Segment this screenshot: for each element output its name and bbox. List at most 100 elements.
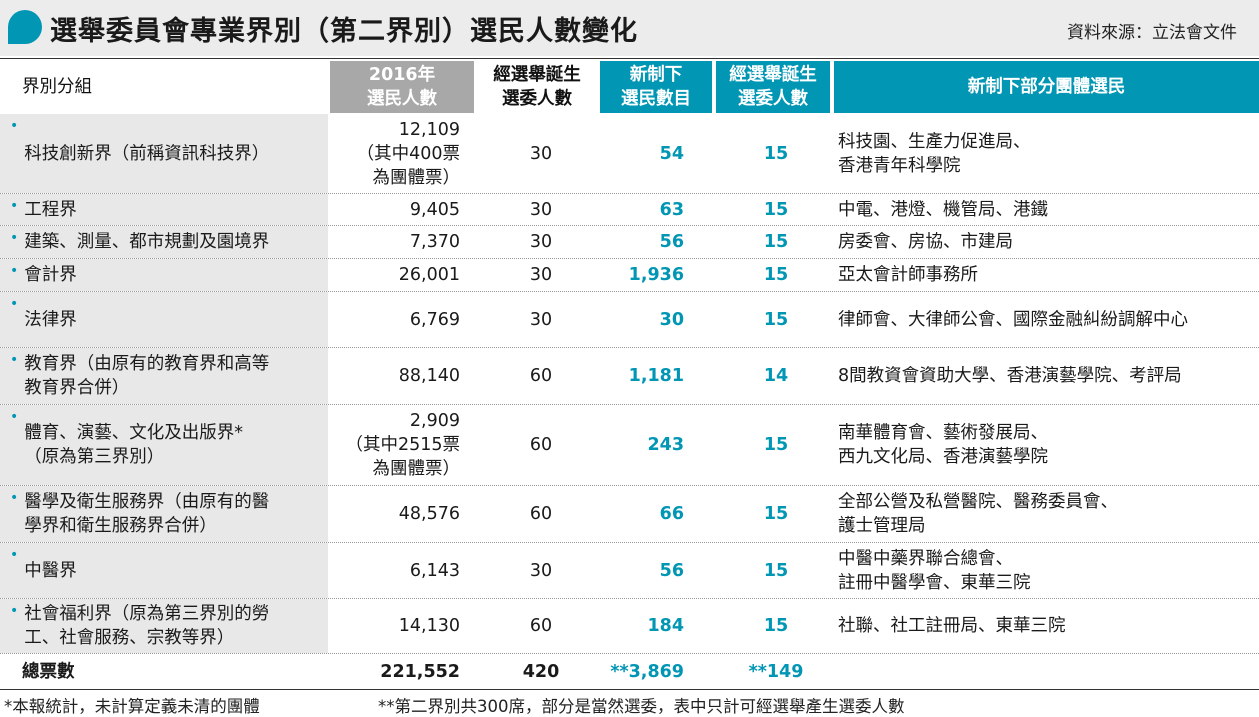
- speech-bubble-icon: [8, 10, 42, 44]
- table-row: • 中醫界 6,143 30 56 15 中醫中藥界聯合總會、 註冊中醫學會、東華三院: [0, 543, 1259, 599]
- table-row: • 醫學及衛生服務界（由原有的醫 學界和衛生服務界合併） 48,576 60 66 15 全…: [0, 486, 1259, 543]
- footnote-1: *本報統計，未計算定義未清的團體: [4, 697, 260, 716]
- table-row: • 體育、演藝、文化及出版界* （原為第三界別） 2,909 （其中2515票 為團…: [0, 405, 1259, 486]
- new-ec-cell: 14: [763, 366, 789, 386]
- ec-elected-cell: 30: [529, 143, 553, 164]
- new-ec-cell: 15: [763, 143, 789, 164]
- voters-2016-cell: 9,405: [409, 199, 460, 220]
- new-voters-cell: 66: [659, 504, 684, 524]
- sector-label: 法律界: [24, 309, 77, 330]
- new-voters-cell: 1,936: [628, 265, 684, 285]
- new-voters-cell: 243: [647, 435, 684, 455]
- voters-2016-cell: 88,140: [398, 366, 460, 386]
- sector-cell: • 法律界: [0, 292, 328, 347]
- header-voters-2016: 2016年 選民人數: [330, 61, 474, 113]
- sector-label: 教育界（由原有的教育界和高等 教育界合併）: [24, 354, 270, 398]
- bullet-icon: •: [10, 547, 19, 563]
- new-bodies-cell: 中醫中藥界聯合總會、 註冊中醫學會、東華三院: [838, 548, 1031, 593]
- voters-2016-cell: 26,001: [398, 265, 460, 285]
- sector-label: 科技創新界（前稱資訊科技界）: [24, 143, 270, 164]
- source-note: 資料來源：立法會文件: [1067, 23, 1237, 43]
- total-label: 總票數: [22, 661, 75, 682]
- sector-label: 社會福利界（原為第三界別的勞 工、社會服務、宗教等界）: [24, 604, 270, 648]
- title-bar: 選舉委員會專業界別（第二界別）選民人數變化 資料來源：立法會文件: [0, 0, 1259, 56]
- new-ec-cell: 15: [763, 309, 789, 330]
- bullet-icon: •: [10, 296, 19, 312]
- voters-2016-cell: 12,109 （其中400票 為團體票）: [356, 119, 460, 188]
- header-sector: 界別分組: [22, 77, 92, 97]
- new-voters-cell: 56: [659, 560, 684, 581]
- sector-label: 體育、演藝、文化及出版界* （原為第三界別）: [24, 423, 244, 467]
- ec-elected-cell: 30: [529, 560, 553, 581]
- total-new-voters: **3,869: [610, 661, 684, 682]
- header-ec-elected: 經選舉誕生 選委人數: [493, 65, 581, 109]
- table-row: • 會計界 26,001 30 1,936 15 亞太會計師事務所: [0, 259, 1259, 292]
- new-bodies-cell: 中電、港燈、機管局、港鐵: [838, 199, 1048, 220]
- total-ec: 420: [522, 661, 560, 682]
- voters-2016-cell: 14,130: [398, 616, 460, 636]
- ec-elected-cell: 60: [529, 366, 553, 386]
- sector-label: 建築、測量、都市規劃及園境界: [24, 232, 270, 252]
- sector-cell: • 社會福利界（原為第三界別的勞 工、社會服務、宗教等界）: [0, 599, 328, 653]
- new-ec-cell: 15: [763, 435, 789, 455]
- sector-cell: • 建築、測量、都市規劃及園境界: [0, 226, 328, 258]
- table-row: • 社會福利界（原為第三界別的勞 工、社會服務、宗教等界） 14,130 60 184 1…: [0, 599, 1259, 654]
- voters-2016-cell: 6,769: [409, 309, 460, 330]
- bullet-icon: •: [10, 603, 19, 619]
- bullet-icon: •: [10, 118, 19, 134]
- bullet-icon: •: [10, 230, 19, 246]
- sector-cell: • 醫學及衛生服務界（由原有的醫 學界和衛生服務界合併）: [0, 486, 328, 542]
- table-row: • 建築、測量、都市規劃及園境界 7,370 30 56 15 房委會、房協、市建局: [0, 226, 1259, 259]
- bullet-icon: •: [10, 490, 19, 506]
- new-ec-cell: 15: [763, 232, 789, 252]
- new-bodies-cell: 科技園、生產力促進局、 香港青年科學院: [838, 131, 1031, 176]
- table-row: • 工程界 9,405 30 63 15 中電、港燈、機管局、港鐵: [0, 194, 1259, 226]
- new-bodies-cell: 房委會、房協、市建局: [838, 232, 1013, 252]
- table-row: • 教育界（由原有的教育界和高等 教育界合併） 88,140 60 1,181 14 8間教…: [0, 348, 1259, 405]
- ec-elected-cell: 60: [529, 504, 553, 524]
- total-voters: 221,552: [380, 661, 460, 682]
- ec-elected-cell: 30: [529, 265, 553, 285]
- sector-cell: • 教育界（由原有的教育界和高等 教育界合併）: [0, 348, 328, 404]
- table-row: • 法律界 6,769 30 30 15 律師會、大律師公會、國際金融糾紛調解中心: [0, 292, 1259, 348]
- new-ec-cell: 15: [763, 504, 789, 524]
- table-row: • 科技創新界（前稱資訊科技界） 12,109 （其中400票 為團體票） 30 54 1…: [0, 114, 1259, 194]
- ec-elected-cell: 60: [529, 616, 553, 636]
- new-ec-cell: 15: [763, 199, 789, 220]
- new-ec-cell: 15: [763, 616, 789, 636]
- voters-2016-cell: 6,143: [409, 560, 460, 581]
- sector-label: 會計界: [24, 265, 77, 285]
- new-bodies-cell: 律師會、大律師公會、國際金融糾紛調解中心: [838, 309, 1188, 330]
- new-voters-cell: 184: [647, 616, 684, 636]
- total-row: 總票數 221,552 420 **3,869 **149: [0, 654, 1259, 690]
- footnote-2: **第二界別共300席，部分是當然選委，表中只計可經選舉產生選委人數: [378, 697, 905, 716]
- new-bodies-cell: 南華體育會、藝術發展局、 西九文化局、香港演藝學院: [838, 423, 1048, 467]
- sector-cell: • 工程界: [0, 194, 328, 225]
- sector-label: 中醫界: [24, 560, 77, 581]
- voters-2016-cell: 2,909 （其中2515票 為團體票）: [345, 411, 460, 479]
- new-voters-cell: 63: [659, 199, 684, 220]
- new-voters-cell: 1,181: [628, 366, 684, 386]
- sector-cell: • 科技創新界（前稱資訊科技界）: [0, 114, 328, 193]
- header-new-ec: 經選舉誕生 選委人數: [716, 61, 830, 113]
- sector-cell: • 會計界: [0, 259, 328, 291]
- new-ec-cell: 15: [763, 560, 789, 581]
- voters-2016-cell: 48,576: [398, 504, 460, 524]
- bullet-icon: •: [10, 263, 19, 279]
- new-voters-cell: 54: [659, 143, 684, 164]
- new-bodies-cell: 全部公營及私營醫院、醫務委員會、 護士管理局: [838, 492, 1118, 536]
- header-rule: [0, 58, 1259, 59]
- new-bodies-cell: 8間教資會資助大學、香港演藝學院、考評局: [838, 366, 1182, 386]
- sector-label: 醫學及衛生服務界（由原有的醫 學界和衛生服務界合併）: [24, 492, 270, 536]
- new-bodies-cell: 社聯、社工註冊局、東華三院: [838, 616, 1066, 636]
- new-bodies-cell: 亞太會計師事務所: [838, 265, 978, 285]
- sector-label: 工程界: [24, 199, 77, 220]
- ec-elected-cell: 30: [529, 309, 553, 330]
- voters-2016-cell: 7,370: [409, 232, 460, 252]
- bullet-icon: •: [10, 352, 19, 368]
- new-voters-cell: 30: [659, 309, 684, 330]
- header-new-bodies: 新制下部分團體選民: [834, 61, 1259, 113]
- header-new-voters: 新制下 選民數目: [600, 61, 712, 113]
- bullet-icon: •: [10, 409, 19, 425]
- new-ec-cell: 15: [763, 265, 789, 285]
